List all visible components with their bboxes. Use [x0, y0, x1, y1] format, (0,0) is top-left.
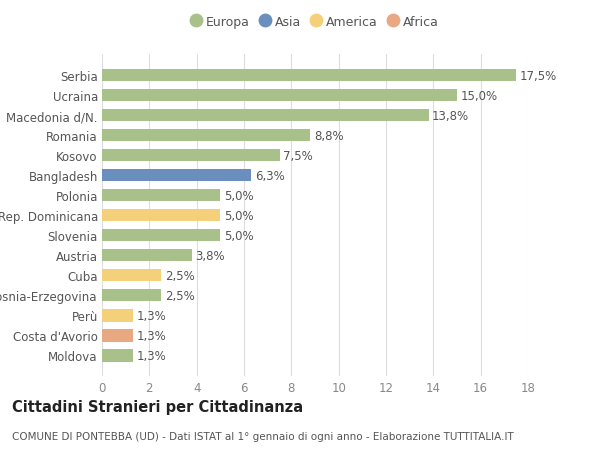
Text: 17,5%: 17,5% [520, 69, 557, 82]
Bar [102, 349, 133, 362]
Bar [102, 190, 220, 202]
Text: 3,8%: 3,8% [196, 249, 225, 262]
Bar [102, 210, 220, 222]
Text: Cittadini Stranieri per Cittadinanza: Cittadini Stranieri per Cittadinanza [12, 399, 303, 414]
Bar [102, 70, 516, 82]
Text: 5,0%: 5,0% [224, 189, 254, 202]
Bar [102, 110, 428, 122]
Bar [102, 290, 161, 302]
Bar [102, 150, 280, 162]
Text: 2,5%: 2,5% [165, 289, 194, 302]
Bar [102, 129, 310, 142]
Text: 1,3%: 1,3% [136, 309, 166, 322]
Text: 5,0%: 5,0% [224, 209, 254, 222]
Bar [102, 90, 457, 102]
Text: COMUNE DI PONTEBBA (UD) - Dati ISTAT al 1° gennaio di ogni anno - Elaborazione T: COMUNE DI PONTEBBA (UD) - Dati ISTAT al … [12, 431, 514, 442]
Bar [102, 250, 192, 262]
Bar [102, 330, 133, 342]
Text: 7,5%: 7,5% [283, 149, 313, 162]
Text: 1,3%: 1,3% [136, 329, 166, 342]
Bar [102, 169, 251, 182]
Text: 1,3%: 1,3% [136, 349, 166, 362]
Text: 5,0%: 5,0% [224, 229, 254, 242]
Bar [102, 309, 133, 322]
Text: 2,5%: 2,5% [165, 269, 194, 282]
Text: 15,0%: 15,0% [461, 90, 497, 102]
Legend: Europa, Asia, America, Africa: Europa, Asia, America, Africa [191, 17, 439, 29]
Bar [102, 230, 220, 242]
Text: 8,8%: 8,8% [314, 129, 343, 142]
Bar [102, 269, 161, 282]
Text: 13,8%: 13,8% [432, 109, 469, 122]
Text: 6,3%: 6,3% [254, 169, 284, 182]
